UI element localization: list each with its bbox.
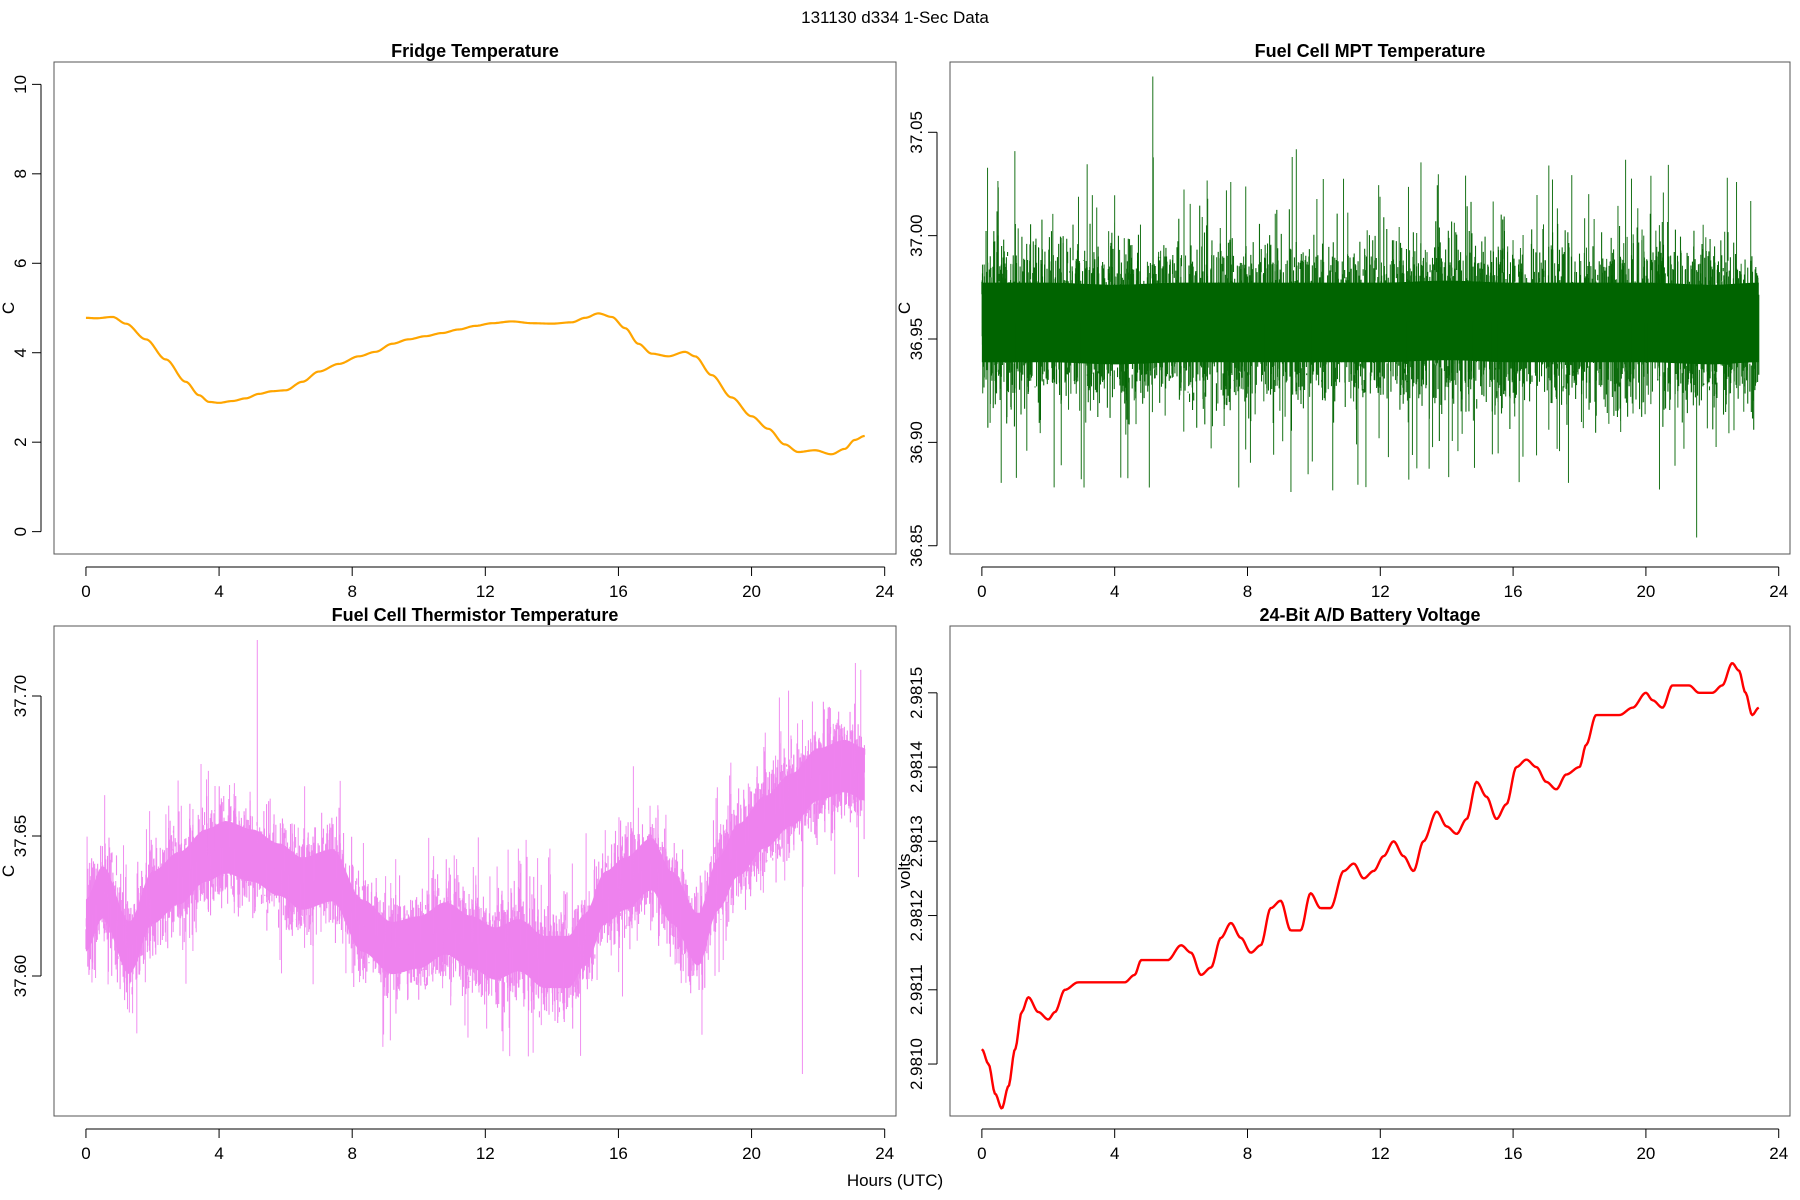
y-tick-label: 2.9812 <box>907 890 926 942</box>
x-tick-label: 16 <box>609 1144 628 1163</box>
y-tick-label: 2.9811 <box>907 964 926 1015</box>
plot-frame <box>53 625 897 1117</box>
y-axis: 37.60 37.65 37.70 <box>11 675 42 998</box>
x-axis: 0 4 8 12 16 20 24 <box>977 566 1788 601</box>
plot-frame <box>949 61 1791 555</box>
y-tick-label: 37.70 <box>11 675 30 718</box>
y-tick-label: 6 <box>11 259 30 268</box>
x-tick-label: 4 <box>1110 582 1119 601</box>
x-tick-label: 24 <box>1769 582 1788 601</box>
x-tick-label: 0 <box>977 1144 986 1163</box>
series-group <box>980 662 1760 1110</box>
x-tick-label: 24 <box>875 582 894 601</box>
y-axis: 2.9810 2.9811 2.9812 2.9813 2.9814 2.9815 <box>907 667 938 1090</box>
series-group <box>85 312 865 456</box>
chart-title: Fuel Cell Thermistor Temperature <box>332 605 619 625</box>
chart-title: Fridge Temperature <box>391 41 559 61</box>
y-tick-label: 37.60 <box>11 955 30 998</box>
x-tick-label: 8 <box>1243 1144 1252 1163</box>
x-axis: 0 4 8 12 16 20 24 <box>977 1128 1788 1163</box>
x-tick-label: 24 <box>875 1144 894 1163</box>
y-tick-label: 36.90 <box>907 421 926 464</box>
chart-panel-mpt: Fuel Cell MPT Temperature 0 4 8 12 16 20 24 36.8… <box>895 41 1791 601</box>
series-line <box>980 662 1760 1110</box>
x-tick-label: 16 <box>1504 1144 1523 1163</box>
x-tick-label: 8 <box>1243 582 1252 601</box>
y-tick-label: 2 <box>11 437 30 446</box>
y-tick-label: 37.05 <box>907 111 926 154</box>
page-title: 131130 d334 1-Sec Data <box>801 8 989 27</box>
x-tick-label: 20 <box>1636 582 1655 601</box>
series-spikes <box>86 640 862 1074</box>
y-tick-label: 8 <box>11 169 30 178</box>
x-tick-label: 24 <box>1769 1144 1788 1163</box>
x-tick-label: 4 <box>1110 1144 1119 1163</box>
x-tick-label: 16 <box>1504 582 1523 601</box>
x-tick-label: 4 <box>214 582 223 601</box>
x-tick-label: 12 <box>476 582 495 601</box>
x-tick-label: 4 <box>214 1144 223 1163</box>
y-tick-label: 2.9810 <box>907 1038 926 1090</box>
series-group <box>85 640 866 1074</box>
x-tick-label: 0 <box>81 582 90 601</box>
x-tick-label: 8 <box>347 582 356 601</box>
y-tick-label: 2.9814 <box>907 741 926 793</box>
y-tick-label: 37.00 <box>907 214 926 257</box>
x-axis: 0 4 8 12 16 20 24 <box>81 566 894 601</box>
series-spikes <box>981 76 1757 538</box>
y-axis-label: C <box>895 302 914 314</box>
x-tick-label: 8 <box>347 1144 356 1163</box>
y-tick-label: 4 <box>11 348 30 357</box>
x-tick-label: 12 <box>476 1144 495 1163</box>
y-tick-label: 36.95 <box>907 318 926 361</box>
chart-title: Fuel Cell MPT Temperature <box>1255 41 1486 61</box>
y-axis-label: C <box>0 302 18 314</box>
x-tick-label: 20 <box>1636 1144 1655 1163</box>
y-tick-label: 0 <box>11 527 30 536</box>
x-tick-label: 20 <box>742 1144 761 1163</box>
y-tick-label: 10 <box>11 75 30 94</box>
chart-panel-thermistor: Fuel Cell Thermistor Temperature 0 4 8 12 16 2… <box>0 605 897 1163</box>
x-tick-label: 12 <box>1371 582 1390 601</box>
y-axis: 0 2 4 6 8 10 <box>11 75 42 536</box>
chart-title: 24-Bit A/D Battery Voltage <box>1259 605 1480 625</box>
x-tick-label: 0 <box>81 1144 90 1163</box>
y-tick-label: 37.65 <box>11 815 30 858</box>
x-tick-label: 20 <box>742 582 761 601</box>
x-tick-label: 16 <box>609 582 628 601</box>
series-group <box>981 76 1760 538</box>
shared-x-axis-label: Hours (UTC) <box>847 1171 943 1190</box>
y-axis-label: volts <box>895 854 914 889</box>
y-tick-label: 2.9815 <box>907 667 926 719</box>
y-axis-label: C <box>0 865 18 877</box>
y-tick-label: 36.85 <box>907 524 926 567</box>
series-line <box>85 312 865 456</box>
plot-frame <box>53 61 897 555</box>
x-tick-label: 12 <box>1371 1144 1390 1163</box>
x-axis: 0 4 8 12 16 20 24 <box>81 1128 894 1163</box>
y-axis: 36.85 36.90 36.95 37.00 37.05 <box>907 111 938 567</box>
chart-panel-battery: 24-Bit A/D Battery Voltage 0 4 8 12 16 20 24 2.9… <box>895 605 1791 1163</box>
plot-frame <box>949 625 1791 1117</box>
x-tick-label: 0 <box>977 582 986 601</box>
y-tick-label: 2.9813 <box>907 815 926 867</box>
